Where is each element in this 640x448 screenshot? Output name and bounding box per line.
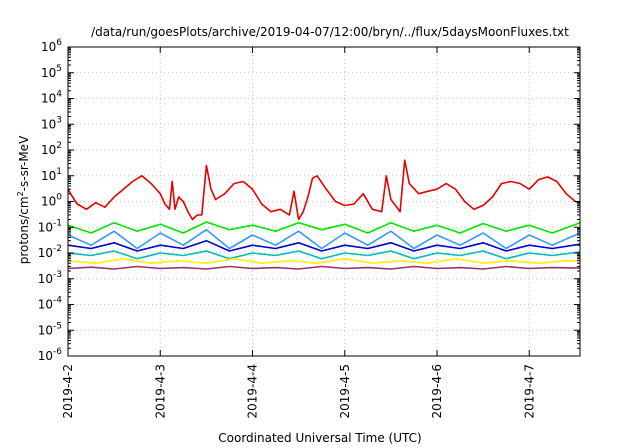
series-line-6: [67, 257, 580, 265]
y-tick-label: 10-2: [38, 244, 62, 260]
y-tick-label: 104: [41, 90, 62, 106]
x-tick-label: 2019-4-2: [61, 364, 75, 418]
y-tick-label: 10-5: [38, 321, 62, 337]
y-tick-label: 100: [41, 193, 62, 209]
x-axis-label: Coordinated Universal Time (UTC): [218, 431, 421, 445]
series-line-4: [67, 239, 581, 252]
series-line-2: [67, 221, 581, 234]
y-tick-label: 101: [41, 167, 62, 183]
x-tick-label: 2019-4-6: [430, 364, 444, 418]
x-tick-label: 2019-4-4: [246, 364, 260, 418]
chart-title: /data/run/goesPlots/archive/2019-04-07/1…: [91, 25, 569, 39]
x-tick-label: 2019-4-5: [338, 364, 352, 418]
series-layer: [67, 159, 581, 270]
y-tick-label: 105: [41, 64, 62, 80]
y-tick-label: 103: [41, 115, 62, 131]
y-tick-label: 10-6: [38, 347, 63, 363]
series-line-3: [67, 228, 581, 250]
x-tick-label: 2019-4-3: [153, 364, 167, 418]
y-axis-label-post: -s-sr-MeV: [17, 135, 31, 191]
y-axis-label-sup: 2: [16, 191, 25, 196]
y-tick-label: 106: [41, 38, 62, 54]
series-line-1: [67, 159, 581, 221]
series-line-7: [67, 265, 581, 270]
series-line-5: [67, 250, 581, 260]
ticks: 10-6 10-5 10-4 10-3 10-2 10-1 100 101 102 103 104 1…: [38, 38, 580, 418]
y-tick-label: 10-1: [38, 218, 62, 234]
y-tick-label: 10-3: [38, 270, 62, 286]
y-tick-label: 10-4: [38, 296, 63, 312]
y-axis-label: protons/cm2-s-sr-MeV: [16, 135, 31, 264]
y-axis-label-pre: protons/cm: [17, 196, 31, 264]
x-tick-label: 2019-4-7: [522, 364, 536, 418]
y-tick-label: 102: [41, 141, 62, 157]
grid: [68, 47, 580, 356]
